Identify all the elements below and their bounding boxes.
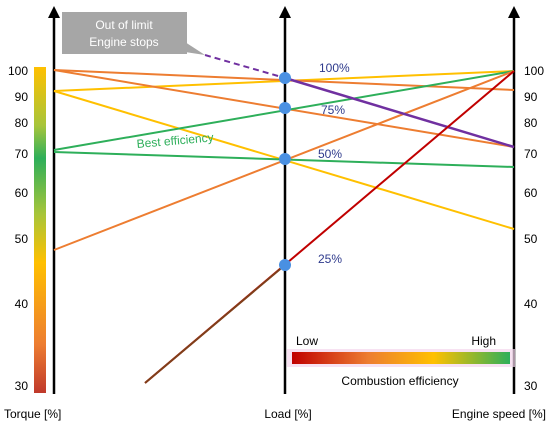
legend-low-label: Low: [296, 334, 318, 348]
load-point-50: [279, 153, 291, 165]
legend-gradient-bar: [292, 352, 510, 364]
load-axis-label: Load [%]: [264, 407, 311, 421]
speed-tick: 60: [524, 186, 538, 200]
torque-tick: 50: [15, 232, 29, 246]
speed-tick: 70: [524, 147, 538, 161]
torque-tick: 40: [15, 297, 29, 311]
torque-tick: 100: [8, 64, 28, 78]
torque-tick: 90: [15, 90, 29, 104]
speed-axis-label: Engine speed [%]: [452, 407, 546, 421]
torque-axis-label: Torque [%]: [4, 407, 61, 421]
callout-box: [62, 12, 187, 54]
speed-tick: 30: [524, 379, 538, 393]
line-purple: [284, 76, 515, 149]
legend-high-label: High: [471, 334, 496, 348]
load-point-label-50: 50%: [318, 147, 342, 161]
speed-ticks: 100 90 80 70 60 50 40 30: [524, 64, 544, 393]
torque-tick: 70: [15, 147, 29, 161]
speed-tick: 90: [524, 90, 538, 104]
load-axis-arrow-icon: [279, 6, 291, 18]
speed-tick: 100: [524, 64, 544, 78]
load-point-label-100: 100%: [319, 61, 350, 75]
callout-line-2: Engine stops: [89, 35, 158, 49]
callout-line-1: Out of limit: [95, 18, 153, 32]
speed-tick: 80: [524, 116, 538, 130]
torque-ticks: 100 90 80 70 60 50 40 30: [8, 64, 28, 393]
speed-tick: 40: [524, 297, 538, 311]
best-efficiency-label: Best efficiency: [136, 130, 214, 151]
legend-title: Combustion efficiency: [341, 374, 458, 388]
load-point-100: [279, 72, 291, 84]
torque-axis-arrow-icon: [48, 6, 60, 18]
speed-tick: 50: [524, 232, 538, 246]
combustion-efficiency-legend: Low High Combustion efficiency: [287, 334, 515, 388]
speed-axis-arrow-icon: [508, 6, 520, 18]
load-point-25: [279, 259, 291, 271]
torque-tick: 60: [15, 186, 29, 200]
line-purple-dashed: [204, 54, 286, 79]
load-point-label-25: 25%: [318, 252, 342, 266]
torque-tick: 30: [15, 379, 29, 393]
callout-pointer: [185, 42, 205, 55]
load-point-label-75: 75%: [321, 103, 345, 117]
torque-color-bar: [34, 67, 46, 393]
load-point-75: [279, 102, 291, 114]
torque-tick: 80: [15, 116, 29, 130]
line-brown-lower: [144, 264, 286, 384]
